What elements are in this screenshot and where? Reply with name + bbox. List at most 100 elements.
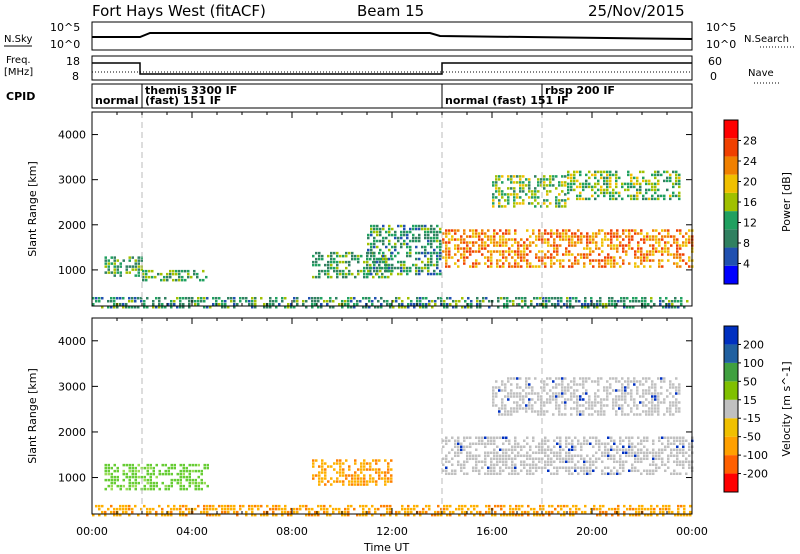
data-cell	[342, 260, 345, 264]
data-cell	[470, 510, 473, 514]
data-cell	[604, 448, 607, 452]
data-cell	[606, 398, 609, 401]
data-cell	[559, 244, 562, 247]
data-cell	[342, 474, 345, 477]
data-cell	[146, 469, 149, 473]
data-cell	[176, 305, 179, 309]
data-cell	[335, 296, 338, 300]
data-cell	[618, 380, 621, 383]
data-cell	[413, 504, 416, 508]
data-cell	[526, 436, 529, 440]
data-cell	[113, 274, 116, 277]
data-cell	[630, 398, 633, 401]
data-cell	[571, 244, 574, 247]
data-cell	[659, 507, 662, 511]
data-cell	[624, 182, 627, 186]
data-cell	[568, 460, 571, 464]
data-cell	[318, 477, 321, 480]
data-cell	[510, 377, 513, 380]
data-cell	[333, 257, 336, 261]
data-cell	[381, 266, 384, 270]
data-cell	[445, 472, 448, 476]
data-cell	[576, 194, 579, 198]
data-cell	[370, 245, 373, 249]
data-cell	[206, 513, 209, 517]
data-cell	[544, 460, 547, 464]
data-cell	[673, 253, 676, 256]
data-cell	[490, 463, 493, 467]
data-cell	[513, 395, 516, 398]
data-cell	[475, 442, 478, 446]
data-cell	[275, 513, 278, 517]
data-cell	[490, 265, 493, 268]
data-cell	[357, 483, 360, 486]
data-cell	[535, 238, 538, 241]
data-cell	[651, 173, 654, 177]
data-cell	[104, 510, 107, 514]
data-cell	[372, 468, 375, 471]
data-cell	[585, 182, 588, 186]
data-cell	[661, 451, 664, 455]
data-cell	[674, 296, 677, 300]
data-cell	[424, 224, 427, 228]
data-cell	[119, 271, 122, 274]
data-cell	[574, 448, 577, 452]
data-cell	[479, 513, 482, 517]
data-cell	[679, 448, 682, 452]
data-cell	[516, 181, 519, 184]
data-cell	[314, 302, 317, 306]
data-cell	[368, 510, 371, 514]
data-cell	[523, 460, 526, 464]
data-cell	[513, 187, 516, 190]
data-cell	[161, 472, 164, 476]
data-cell	[496, 463, 499, 467]
data-cell	[391, 257, 394, 261]
data-cell	[356, 513, 359, 517]
data-cell	[577, 235, 580, 238]
data-cell	[654, 197, 657, 201]
data-cell	[339, 254, 342, 258]
data-cell	[508, 250, 511, 253]
data-cell	[502, 457, 505, 461]
data-cell	[519, 178, 522, 181]
data-cell	[547, 241, 550, 244]
data-cell	[188, 478, 191, 482]
data-cell	[173, 507, 176, 511]
data-cell	[577, 262, 580, 265]
data-cell	[545, 302, 548, 306]
data-cell	[667, 229, 670, 232]
data-cell	[324, 471, 327, 474]
data-cell	[149, 510, 152, 514]
data-cell	[569, 507, 572, 511]
data-cell	[556, 436, 559, 440]
data-cell	[378, 459, 381, 462]
data-cell	[568, 244, 571, 247]
data-cell	[682, 259, 685, 262]
data-cell	[478, 442, 481, 446]
data-cell	[624, 389, 627, 392]
data-cell	[644, 507, 647, 511]
data-cell	[619, 241, 622, 244]
time-tick-label-5: 20:00	[576, 525, 608, 538]
data-cell	[194, 507, 197, 511]
data-cell	[401, 305, 404, 309]
data-cell	[490, 259, 493, 262]
data-cell	[176, 481, 179, 485]
data-cell	[611, 296, 614, 300]
data-cell	[514, 454, 517, 458]
data-cell	[296, 510, 299, 514]
data-cell	[197, 484, 200, 488]
data-cell	[514, 238, 517, 241]
data-cell	[557, 510, 560, 514]
data-cell	[524, 296, 527, 300]
data-cell	[529, 445, 532, 449]
data-cell	[584, 302, 587, 306]
data-cell	[469, 454, 472, 458]
data-cell	[507, 392, 510, 395]
data-cell	[515, 504, 518, 508]
data-cell	[586, 256, 589, 259]
data-cell	[397, 236, 400, 240]
data-cell	[478, 469, 481, 473]
data-cell	[333, 468, 336, 471]
data-cell	[418, 239, 421, 243]
